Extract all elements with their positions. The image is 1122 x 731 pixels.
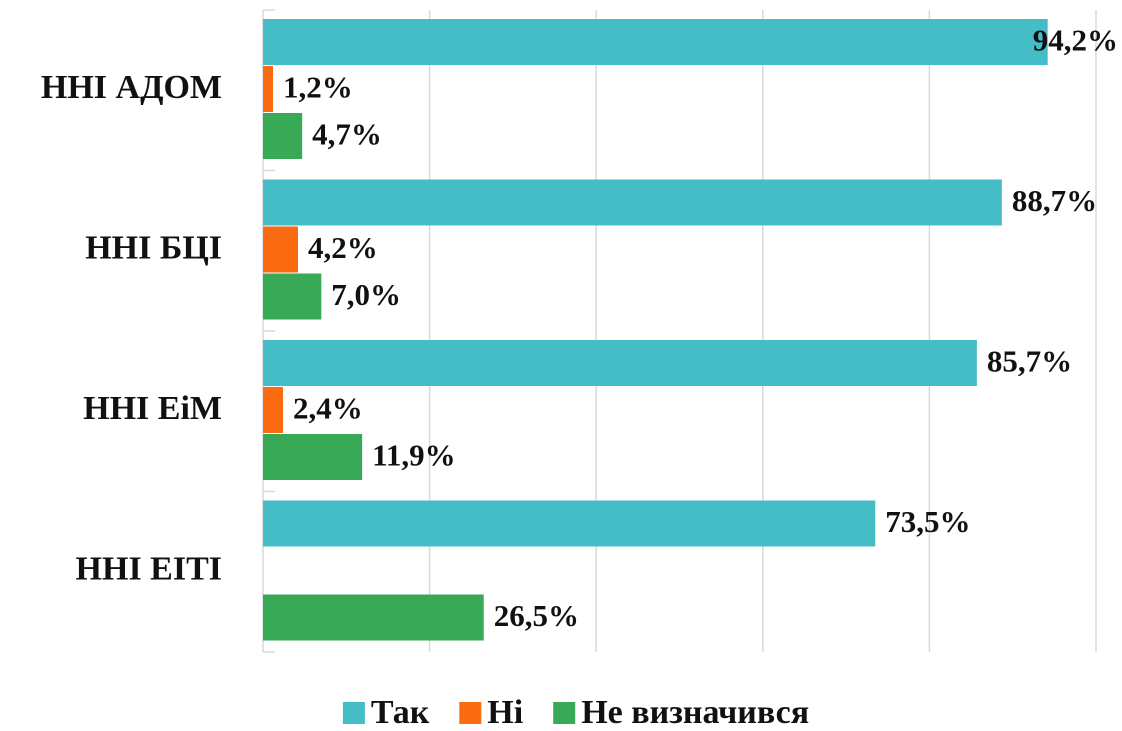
bar [263,273,322,320]
legend-label: Не визначився [581,694,809,731]
value-label: 1,2% [283,70,353,105]
bar [263,113,303,159]
category-label: ННІ АДОМ [41,69,222,106]
value-label: 4,7% [312,117,382,152]
value-label: 4,2% [308,230,378,265]
bar [263,594,484,641]
value-label: 85,7% [987,344,1072,379]
legend-swatch [553,702,576,724]
value-label: 2,4% [293,391,363,426]
bar [263,19,1048,65]
legend-swatch [342,702,365,724]
category-label: ННІ БЦІ [85,230,222,267]
category-label: ННІ ЕІТІ [76,551,222,588]
value-label: 7,0% [331,277,401,312]
value-label: 88,7% [1012,183,1097,218]
value-label: 94,2% [1033,23,1118,58]
bar [263,179,1002,226]
bar [263,500,876,547]
bar [263,434,363,480]
value-label: 73,5% [885,504,970,539]
bar [263,387,283,433]
legend-swatch [459,702,482,724]
legend-label: Так [371,694,430,731]
legend-label: Ні [487,694,523,731]
bar [263,340,977,386]
bar [263,226,298,273]
value-label: 26,5% [494,598,579,633]
bar [263,66,273,112]
category-label: ННІ ЕіМ [83,390,222,427]
value-label: 11,9% [372,438,456,473]
